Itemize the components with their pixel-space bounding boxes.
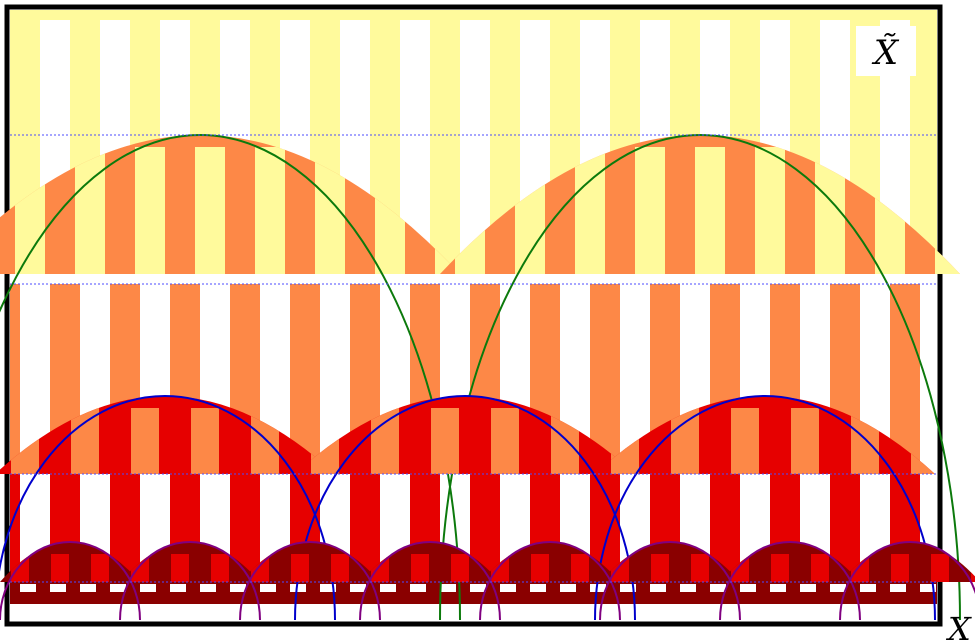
band-level4-stripe <box>740 584 756 592</box>
band-level4-stripe <box>620 584 636 592</box>
dome-level4-arc <box>839 541 975 621</box>
dome-level4-stripe <box>171 554 189 582</box>
band-level4-stripe <box>110 584 126 592</box>
band-level4-stripe <box>410 584 426 592</box>
band-level4-stripe <box>440 584 456 592</box>
dome-level2-stripe <box>195 147 225 274</box>
band-level4-stripe <box>890 584 906 592</box>
cover-space-label: X̃ <box>871 33 900 73</box>
dome-level4-stripe <box>811 554 829 582</box>
dome-level2-stripe <box>635 147 665 274</box>
dome-level4-stripe <box>571 554 589 582</box>
dome-level3-stripe <box>671 408 699 474</box>
dome-level4-stripe <box>291 554 309 582</box>
base-space-label: X <box>945 610 972 644</box>
dome-level2-arc <box>0 134 461 621</box>
dome-level3-stripe <box>131 408 159 474</box>
dome-level3-stripe <box>71 408 99 474</box>
dome-level4-stripe <box>971 554 975 582</box>
dome-level2-stripe <box>255 147 285 274</box>
dome-level3-arc <box>594 395 936 621</box>
band-level4-stripe <box>350 584 366 592</box>
band-level4-stripe <box>530 584 546 592</box>
cover-label-box <box>856 26 916 76</box>
dome-level4-stripe <box>211 554 229 582</box>
dome-level4-arc <box>359 541 501 621</box>
dome-level4-stripe <box>411 554 429 582</box>
dome-level2-stripe <box>755 147 785 274</box>
dome-level4-stripe <box>651 554 669 582</box>
dome-level4-arc <box>479 541 621 621</box>
band-level4-stripe <box>50 584 66 592</box>
dome-level3-stripe <box>731 408 759 474</box>
dome-level4-stripe <box>771 554 789 582</box>
dome-level4-arc <box>239 541 381 621</box>
dome-level2-stripe <box>75 147 105 274</box>
band-level4-stripe <box>470 584 486 592</box>
dome-level4-stripe <box>331 554 349 582</box>
dome-level4-arc <box>599 541 741 621</box>
band-level4-stripe <box>80 584 96 592</box>
band-level4-stripe <box>860 584 876 592</box>
striped-bands <box>10 10 937 620</box>
dome-level3-stripe <box>371 408 399 474</box>
band-level4-stripe <box>20 584 36 592</box>
dome-level4-stripe <box>931 554 949 582</box>
band-level4-stripe <box>260 584 276 592</box>
dome-level4-arc <box>719 541 861 621</box>
band-level4-stripe <box>230 584 246 592</box>
dome-level4-stripe <box>51 554 69 582</box>
band-level4-stripe <box>590 584 606 592</box>
band-level4-stripe <box>650 584 666 592</box>
dome-level3-stripe <box>491 408 519 474</box>
band-level4-stripe <box>380 584 396 592</box>
band-level4-stripe <box>770 584 786 592</box>
dome-level2-stripe <box>135 147 165 274</box>
dome-level4-stripe <box>91 554 109 582</box>
band-level2-stripe <box>920 284 937 474</box>
dome-level4-arc <box>119 541 261 621</box>
band-level4-stripe <box>290 584 306 592</box>
band-level4-stripe <box>830 584 846 592</box>
dome-level2-stripe <box>695 147 725 274</box>
band-level4-stripe <box>500 584 516 592</box>
band-level4-stripe <box>140 584 156 592</box>
band-level4-stripe <box>680 584 696 592</box>
dome-level2-stripe <box>575 147 605 274</box>
band-level4-stripe <box>320 584 336 592</box>
dome-level4-stripe <box>451 554 469 582</box>
dome-level4-stripe <box>531 554 549 582</box>
band-level4-stripe <box>200 584 216 592</box>
band-level4-stripe <box>170 584 186 592</box>
band-level4-stripe <box>710 584 726 592</box>
dome-level4-arc <box>0 541 141 621</box>
dome-level2-arc <box>439 134 961 621</box>
band-level4-stripe <box>920 584 936 592</box>
dome-level4-stripe <box>891 554 909 582</box>
dotted-lines <box>10 134 937 583</box>
band-level4-stripe <box>800 584 816 592</box>
dome-level3-stripe <box>431 408 459 474</box>
band-level4-stripe <box>560 584 576 592</box>
dome-level3-stripe <box>791 408 819 474</box>
dome-level4-stripe <box>691 554 709 582</box>
dome-level3-stripe <box>191 408 219 474</box>
band-bottom <box>10 604 937 620</box>
